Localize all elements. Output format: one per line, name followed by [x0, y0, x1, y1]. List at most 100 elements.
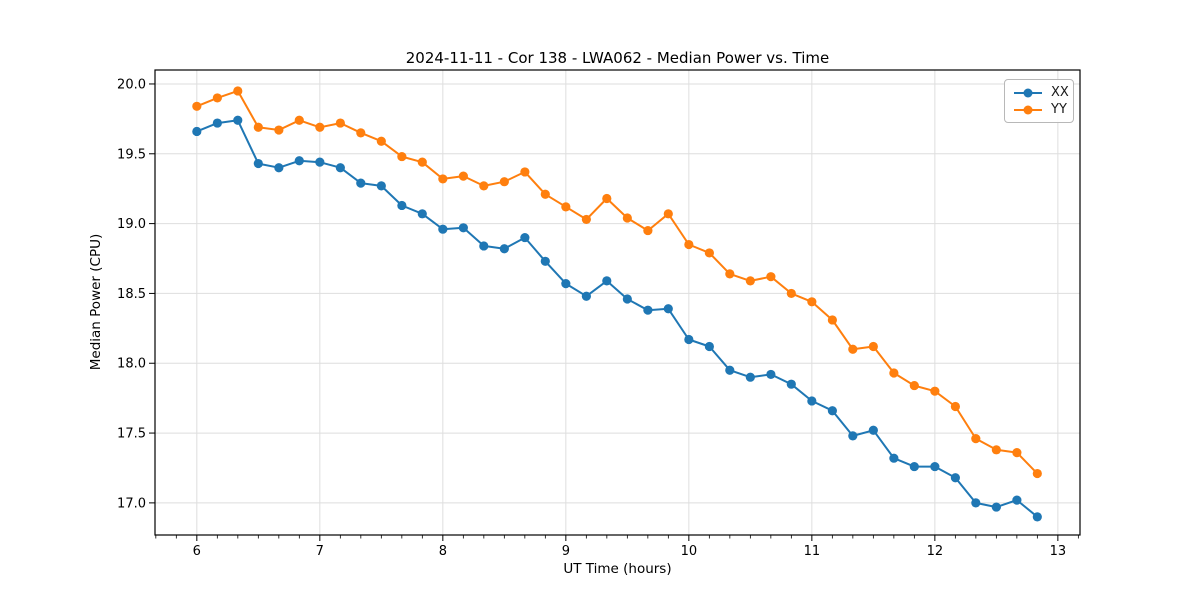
data-point-yy	[745, 276, 755, 286]
data-point-yy	[376, 136, 386, 146]
legend-label-xx: XX	[1051, 85, 1069, 100]
data-point-yy	[192, 101, 202, 111]
data-point-yy	[786, 288, 796, 299]
data-point-yy	[233, 86, 243, 96]
data-point-yy	[848, 344, 858, 354]
data-point-xx	[561, 279, 571, 289]
data-point-xx	[745, 372, 755, 382]
y-tick-label: 18.0	[117, 357, 146, 372]
data-point-xx	[335, 163, 345, 173]
data-point-yy	[725, 269, 735, 279]
legend-line-marker-icon	[1014, 88, 1042, 97]
data-point-xx	[581, 291, 591, 301]
data-point-yy	[602, 193, 612, 204]
chart-title: 2024-11-11 - Cor 138 - LWA062 - Median P…	[405, 49, 830, 67]
data-point-xx	[766, 369, 776, 380]
series-line-xx	[196, 119, 1038, 518]
data-point-yy	[1032, 468, 1042, 479]
data-point-xx	[663, 304, 673, 314]
data-point-xx	[622, 294, 632, 304]
data-point-yy	[581, 214, 591, 225]
y-axis-label: Median Power (CPU)	[88, 233, 104, 371]
x-tick-label: 12	[927, 544, 944, 559]
data-point-yy	[950, 401, 960, 412]
data-point-yy	[499, 177, 509, 187]
y-tick-label: 17.5	[117, 427, 146, 442]
data-point-xx	[991, 502, 1001, 512]
data-point-xx	[212, 118, 222, 128]
x-tick-label: 7	[316, 544, 324, 559]
data-point-xx	[274, 163, 284, 173]
data-point-xx	[1032, 512, 1042, 522]
data-point-yy	[335, 118, 345, 128]
data-point-xx	[704, 341, 714, 352]
data-point-yy	[294, 115, 304, 125]
data-point-yy	[479, 181, 489, 191]
data-point-xx	[909, 461, 919, 472]
x-tick-label: 10	[681, 544, 698, 559]
x-tick-label: 11	[804, 544, 821, 559]
data-point-xx	[950, 473, 960, 483]
data-point-yy	[458, 171, 468, 181]
data-point-xx	[253, 158, 263, 169]
y-tick-label: 19.0	[117, 217, 146, 232]
data-point-yy	[663, 209, 673, 219]
data-point-xx	[971, 498, 981, 508]
data-point-xx	[520, 232, 530, 243]
data-point-yy	[807, 297, 817, 307]
data-point-xx	[294, 156, 304, 166]
data-point-xx	[458, 223, 468, 233]
data-point-xx	[1012, 495, 1022, 505]
legend-line-marker-icon	[1014, 105, 1042, 114]
data-point-xx	[479, 241, 489, 251]
x-tick-label: 9	[562, 544, 570, 559]
data-point-yy	[622, 213, 632, 223]
data-point-xx	[397, 200, 407, 211]
data-point-xx	[827, 406, 837, 416]
data-point-yy	[971, 434, 981, 444]
data-point-yy	[827, 315, 837, 325]
series-line-yy	[196, 89, 1039, 475]
y-tick-label: 18.5	[117, 287, 146, 302]
data-point-xx	[684, 334, 694, 345]
data-point-yy	[909, 380, 919, 391]
data-point-xx	[376, 181, 386, 191]
data-point-yy	[889, 368, 899, 378]
data-point-xx	[192, 126, 202, 137]
x-tick-label: 8	[439, 544, 447, 559]
data-point-xx	[438, 224, 448, 234]
data-point-yy	[520, 167, 530, 177]
x-axis-label: UT Time (hours)	[563, 561, 672, 577]
data-point-xx	[848, 431, 858, 441]
data-point-xx	[643, 305, 653, 315]
data-point-xx	[807, 396, 817, 406]
y-tick-label: 17.0	[117, 496, 146, 511]
data-point-xx	[356, 178, 366, 188]
data-point-xx	[499, 244, 509, 254]
data-point-yy	[704, 248, 714, 258]
data-point-xx	[868, 425, 878, 435]
data-point-yy	[1012, 448, 1022, 458]
legend-label-yy: YY	[1051, 102, 1067, 117]
data-point-yy	[868, 341, 878, 352]
data-point-yy	[684, 239, 694, 250]
data-point-yy	[315, 122, 325, 132]
data-point-xx	[233, 115, 243, 125]
legend: XX YY	[1004, 79, 1074, 123]
data-point-yy	[212, 93, 222, 103]
data-point-yy	[438, 174, 448, 184]
y-tick-label: 19.5	[117, 147, 146, 162]
data-point-xx	[889, 453, 899, 463]
legend-item-yy: YY	[1005, 101, 1073, 118]
x-tick-label: 13	[1050, 544, 1067, 559]
data-point-yy	[356, 128, 366, 138]
data-point-xx	[417, 209, 427, 219]
data-point-yy	[253, 122, 263, 132]
x-tick-label: 6	[193, 544, 201, 559]
data-point-yy	[930, 386, 940, 396]
data-point-xx	[786, 379, 796, 389]
data-point-yy	[274, 125, 284, 135]
data-point-xx	[602, 276, 612, 286]
